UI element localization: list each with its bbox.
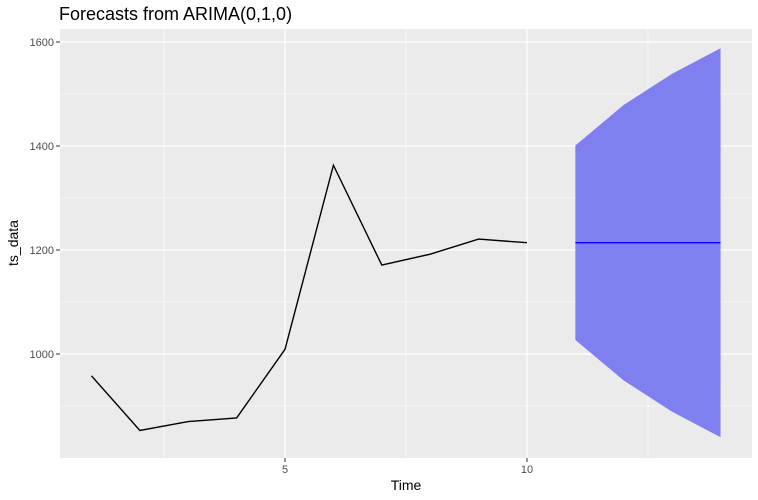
chart-title: Forecasts from ARIMA(0,1,0) bbox=[59, 4, 292, 24]
y-tick-label: 1200 bbox=[30, 245, 54, 257]
y-tick-label: 1400 bbox=[30, 141, 54, 153]
x-axis: 5 10 bbox=[282, 458, 533, 476]
x-axis-title: Time bbox=[391, 477, 422, 493]
x-tick-label: 5 bbox=[282, 464, 288, 476]
y-tick-label: 1000 bbox=[30, 349, 54, 361]
y-axis: 1000 1200 1400 1600 bbox=[30, 37, 60, 361]
y-tick-label: 1600 bbox=[30, 37, 54, 49]
x-tick-label: 10 bbox=[521, 464, 533, 476]
history-series-line bbox=[90, 163, 528, 432]
y-axis-title: ts_data bbox=[5, 220, 21, 266]
